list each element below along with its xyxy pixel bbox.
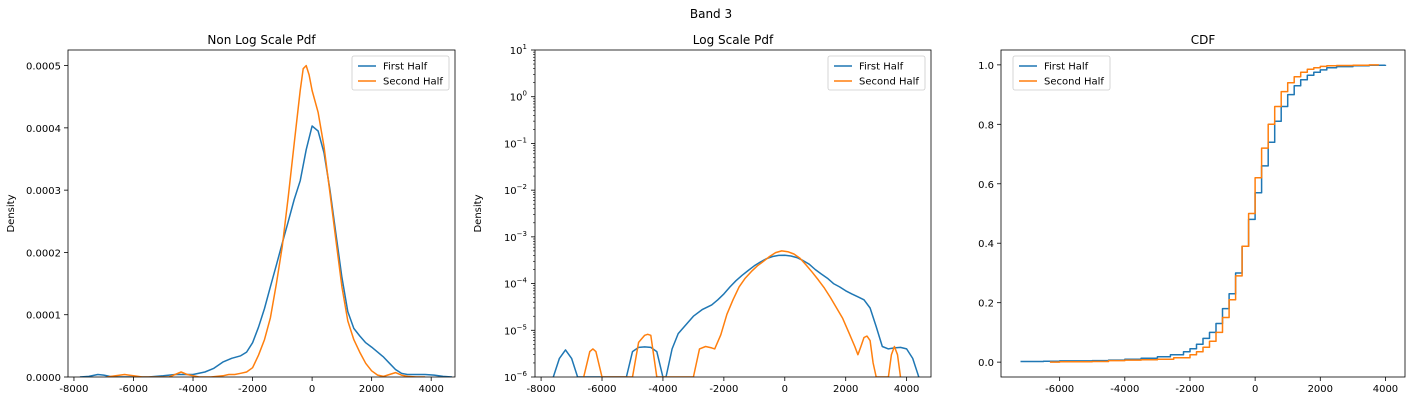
y-tick-label: 10−2 — [504, 183, 527, 197]
x-tick-label: -2000 — [1175, 384, 1204, 395]
axes-frame — [67, 49, 456, 378]
y-tick-label: 0.0000 — [26, 373, 61, 384]
x-tick-label: -4000 — [1110, 384, 1139, 395]
x-tick-label: -2000 — [709, 384, 738, 395]
series-line-second-half — [1049, 64, 1379, 363]
y-tick-label: 0.0002 — [26, 248, 61, 259]
x-tick-label: -4000 — [178, 384, 207, 395]
y-tick-exponent: −5 — [517, 323, 527, 331]
y-tick-label: 101 — [510, 43, 527, 57]
x-tick-label: -6000 — [587, 384, 616, 395]
legend-entry: First Half — [1044, 62, 1089, 73]
legend-box — [1012, 55, 1111, 91]
x-tick-label: 0 — [782, 384, 788, 395]
y-tick-label: 0.0004 — [26, 124, 61, 135]
series-line-second-half — [582, 250, 902, 377]
series-line-first-half — [79, 125, 453, 377]
chart-title: Non Log Scale Pdf — [207, 33, 316, 47]
y-tick-label: 10−4 — [504, 277, 528, 291]
legend-entry: First Half — [859, 62, 904, 73]
legend: First Half Second Half — [1012, 55, 1111, 91]
legend-box — [827, 55, 926, 91]
x-tick-label: 4000 — [1373, 384, 1398, 395]
y-axis-label: Density — [473, 194, 484, 232]
x-tick-label: -4000 — [648, 384, 677, 395]
axes-frame — [1000, 49, 1406, 378]
y-tick-label: 0.0001 — [26, 311, 61, 322]
chart-title: CDF — [1191, 33, 1216, 47]
y-tick-label: 10−1 — [504, 136, 527, 150]
x-tick-label: -8000 — [59, 384, 88, 395]
panel-log-pdf: Log Scale Pdf Density -8000 -6000 -4000 -2000… — [473, 33, 932, 395]
panel-cdf: CDF -6000 -4000 -2000 0 2000 4000 0.0 0.2 0.4 0.6 0… — [978, 33, 1406, 395]
x-tick-label: 0 — [309, 384, 315, 395]
y-tick-exponent: −3 — [517, 230, 527, 238]
legend-entry: Second Half — [383, 77, 443, 88]
y-tick-exponent: 1 — [523, 43, 527, 51]
y-tick-exponent: −4 — [517, 277, 528, 285]
chart-title: Log Scale Pdf — [693, 33, 774, 47]
y-tick-exponent: −2 — [517, 183, 527, 191]
x-tick-label: 4000 — [894, 384, 919, 395]
panel-non-log-pdf: Non Log Scale Pdf Density -8000 -6000 -4000 -… — [6, 33, 456, 395]
y-tick-exponent: −6 — [517, 370, 528, 378]
x-tick-label: -2000 — [238, 384, 267, 395]
legend-entry: Second Half — [1044, 77, 1104, 88]
x-tick-label: -6000 — [1045, 384, 1074, 395]
y-tick-exponent: −1 — [517, 136, 527, 144]
y-tick-label: 0.2 — [978, 299, 994, 310]
y-tick-label: 0.0 — [978, 358, 994, 369]
x-tick-label: -8000 — [527, 384, 556, 395]
y-tick-label: 0.4 — [978, 239, 994, 250]
x-tick-label: 2000 — [833, 384, 858, 395]
legend-box — [351, 55, 450, 91]
y-tick-label: 100 — [510, 90, 527, 104]
legend-entry: First Half — [383, 62, 428, 73]
figure-suptitle: Band 3 — [690, 7, 732, 21]
x-tick-label: 0 — [1252, 384, 1258, 395]
y-tick-label: 0.8 — [978, 120, 994, 131]
y-tick-label: 0.6 — [978, 180, 994, 191]
y-tick-label: 1.0 — [978, 61, 994, 72]
y-tick-label: 10−5 — [504, 323, 527, 337]
x-tick-label: 2000 — [359, 384, 384, 395]
y-tick-exponent: 0 — [523, 90, 527, 98]
series-line-second-half — [106, 64, 426, 377]
y-tick-label: 0.0003 — [26, 186, 61, 197]
y-axis-label: Density — [6, 194, 17, 232]
legend: First Half Second Half — [827, 55, 926, 91]
legend-entry: Second Half — [859, 77, 919, 88]
series-line-first-half — [1020, 64, 1387, 363]
x-tick-label: 4000 — [418, 384, 443, 395]
x-tick-label: 2000 — [1308, 384, 1333, 395]
y-tick-label: 10−3 — [504, 230, 527, 244]
axes-frame — [534, 49, 932, 378]
series-line-first-half — [552, 254, 920, 377]
legend: First Half Second Half — [351, 55, 450, 91]
y-tick-label: 10−6 — [504, 370, 528, 384]
x-tick-label: -6000 — [119, 384, 148, 395]
y-tick-label: 0.0005 — [26, 62, 61, 73]
